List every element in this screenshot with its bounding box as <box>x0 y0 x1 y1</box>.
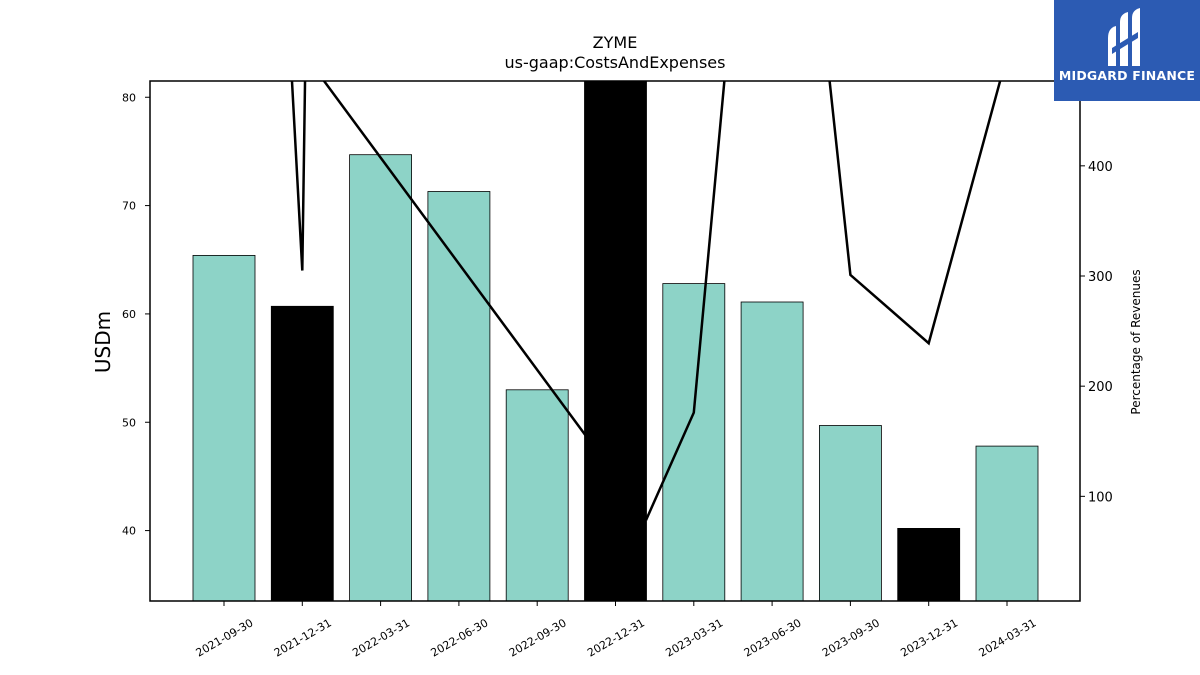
percentage-line <box>290 81 1002 521</box>
bar-2023-03-31 <box>662 283 726 601</box>
y-axis-label: USDm <box>91 311 115 373</box>
left-tick-label: 70 <box>122 200 136 213</box>
x-tick-label: 2021-12-31 <box>272 616 334 659</box>
right-axis: 100 200 300 400 <box>1080 160 1113 505</box>
bars-group <box>192 81 1039 601</box>
bar-2024-03-31 <box>975 445 1039 601</box>
bar-2022-09-30 <box>505 389 569 601</box>
bar-2021-09-30 <box>192 254 256 601</box>
logo-mark-icon <box>1108 8 1140 66</box>
bar-2022-12-31 <box>584 81 647 601</box>
x-tick-label: 2023-06-30 <box>742 616 804 659</box>
logo-text: MIDGARD FINANCE <box>1058 68 1196 83</box>
right-tick-label: 300 <box>1088 270 1113 285</box>
x-tick-label: 2021-09-30 <box>194 616 256 659</box>
left-axis: 40 50 60 70 80 <box>122 91 150 538</box>
right-tick-label: 200 <box>1088 380 1113 395</box>
right-tick-label: 100 <box>1088 490 1113 505</box>
line-group <box>290 81 1002 521</box>
x-tick-label: 2022-03-31 <box>350 616 412 659</box>
bar-2022-03-31 <box>349 154 413 601</box>
x-tick-label: 2023-12-31 <box>898 616 960 659</box>
x-axis: 2021-09-30 2021-12-31 2022-03-31 2022-06-30… <box>194 601 1039 660</box>
bar-2021-12-31 <box>270 305 334 601</box>
left-tick-label: 40 <box>122 525 136 538</box>
bar-2023-06-30 <box>740 301 804 601</box>
x-tick-label: 2023-03-31 <box>663 616 725 659</box>
x-tick-label: 2024-03-31 <box>977 616 1039 659</box>
y-axis-label-right: Percentage of Revenues <box>1129 269 1143 414</box>
chart-subtitle: us-gaap:CostsAndExpenses <box>505 53 726 72</box>
left-tick-label: 80 <box>122 91 136 104</box>
chart-title: ZYME <box>593 33 638 52</box>
x-tick-label: 2022-06-30 <box>429 616 491 659</box>
midgard-finance-logo: MIDGARD FINANCE <box>1054 0 1200 101</box>
x-tick-label: 2023-09-30 <box>820 616 882 659</box>
x-tick-label: 2022-12-31 <box>585 616 647 659</box>
x-tick-label: 2022-09-30 <box>507 616 569 659</box>
left-tick-label: 50 <box>122 416 136 429</box>
left-tick-label: 60 <box>122 308 136 321</box>
bar-2023-12-31 <box>897 528 961 601</box>
bar-2022-06-30 <box>427 191 491 601</box>
bar-2023-09-30 <box>819 425 882 601</box>
right-tick-label: 400 <box>1088 160 1113 175</box>
